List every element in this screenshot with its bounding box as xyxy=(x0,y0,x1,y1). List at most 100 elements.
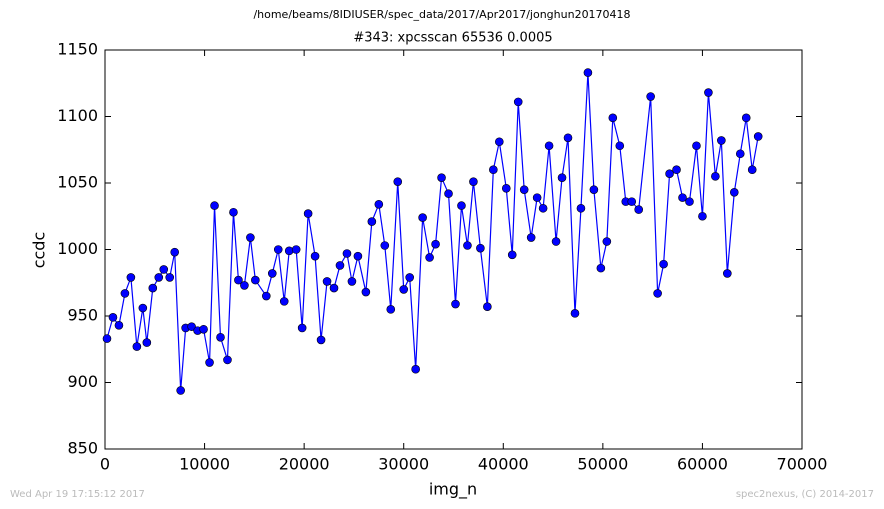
data-point xyxy=(519,185,529,194)
data-point xyxy=(347,277,357,286)
y-tick-label: 1150 xyxy=(57,40,98,59)
data-point xyxy=(342,249,352,258)
data-point xyxy=(469,177,478,186)
data-point xyxy=(170,247,179,257)
data-point xyxy=(698,211,707,221)
data-point xyxy=(463,241,472,250)
y-tick-label: 1100 xyxy=(57,106,98,125)
plot-frame xyxy=(104,49,803,450)
data-point xyxy=(120,289,130,298)
data-point xyxy=(374,199,384,209)
data-point xyxy=(386,305,396,314)
x-tick-label: 30000 xyxy=(378,455,429,474)
data-point xyxy=(108,313,118,322)
data-point xyxy=(411,364,420,374)
data-point xyxy=(437,173,446,182)
x-tick-label: 0 xyxy=(100,455,110,474)
data-point xyxy=(399,285,409,294)
data-point xyxy=(216,332,225,342)
data-point xyxy=(507,250,517,260)
data-point xyxy=(532,193,542,202)
data-point xyxy=(393,177,403,186)
data-point xyxy=(159,265,169,274)
data-point xyxy=(405,273,414,282)
data-point xyxy=(576,203,586,213)
data-point xyxy=(551,237,561,246)
data-point xyxy=(741,113,751,123)
data-point xyxy=(297,323,307,333)
data-point xyxy=(187,322,196,331)
data-point xyxy=(273,245,283,254)
suptitle: /home/beams/8IDIUSER/spec_data/2017/Apr2… xyxy=(253,8,630,21)
data-point xyxy=(367,217,377,226)
data-point xyxy=(513,97,523,107)
data-point xyxy=(451,299,460,309)
footer-left: Wed Apr 19 17:15:12 2017 xyxy=(10,489,145,500)
y-tick-label: 1000 xyxy=(57,239,98,258)
data-point xyxy=(262,291,271,301)
data-point xyxy=(240,281,249,290)
data-point xyxy=(589,185,599,194)
data-point xyxy=(570,309,580,318)
data-point xyxy=(583,68,593,77)
data-point xyxy=(303,209,313,218)
data-point xyxy=(210,201,219,210)
y-tick-label: 1050 xyxy=(57,173,98,192)
data-point xyxy=(457,201,466,210)
data-point xyxy=(723,269,732,278)
x-tick-label: 60000 xyxy=(677,455,728,474)
data-point xyxy=(126,273,136,282)
data-point xyxy=(361,287,371,297)
y-tick-label: 900 xyxy=(67,372,98,391)
data-point xyxy=(646,92,655,101)
data-point xyxy=(717,136,726,145)
data-point xyxy=(335,261,345,270)
data-point xyxy=(431,239,440,249)
data-point xyxy=(538,203,548,213)
data-point xyxy=(692,141,701,151)
data-point xyxy=(102,334,112,343)
data-point xyxy=(251,275,260,285)
data-point xyxy=(291,245,301,254)
data-point xyxy=(526,233,536,242)
data-point xyxy=(279,297,289,306)
y-axis-label: ccdc xyxy=(30,232,49,269)
x-tick-label: 50000 xyxy=(577,455,628,474)
data-point xyxy=(672,165,681,174)
data-point xyxy=(199,324,208,334)
data-point xyxy=(563,133,573,143)
data-point xyxy=(165,273,175,282)
x-axis-label: img_n xyxy=(429,480,477,500)
data-point xyxy=(284,246,294,256)
data-point xyxy=(634,205,644,214)
data-point xyxy=(711,172,720,181)
data-point xyxy=(322,277,332,286)
data-point xyxy=(148,283,158,293)
data-point xyxy=(615,141,625,151)
data-point xyxy=(483,302,492,311)
data-point xyxy=(425,253,434,262)
data-point xyxy=(729,188,739,197)
data-point xyxy=(557,173,567,182)
x-tick-label: 10000 xyxy=(179,455,230,474)
data-point xyxy=(223,355,232,365)
chart-title: #343: xpcsscan 65536 0.0005 xyxy=(353,31,552,46)
data-point xyxy=(495,137,504,147)
data-point xyxy=(653,289,662,298)
y-tick-label: 850 xyxy=(67,439,98,458)
data-point xyxy=(476,243,485,253)
data-point xyxy=(753,132,763,141)
data-point xyxy=(627,197,637,206)
footer-right: spec2nexus, (C) 2014-2017 xyxy=(736,489,874,500)
data-point xyxy=(596,263,606,273)
data-point xyxy=(418,213,427,222)
data-point xyxy=(735,149,745,159)
data-point xyxy=(138,303,148,313)
data-point xyxy=(685,197,694,206)
data-point xyxy=(114,321,124,330)
data-point xyxy=(353,251,363,261)
data-point xyxy=(665,169,674,178)
data-point xyxy=(602,237,612,246)
x-tick-label: 70000 xyxy=(777,455,828,474)
